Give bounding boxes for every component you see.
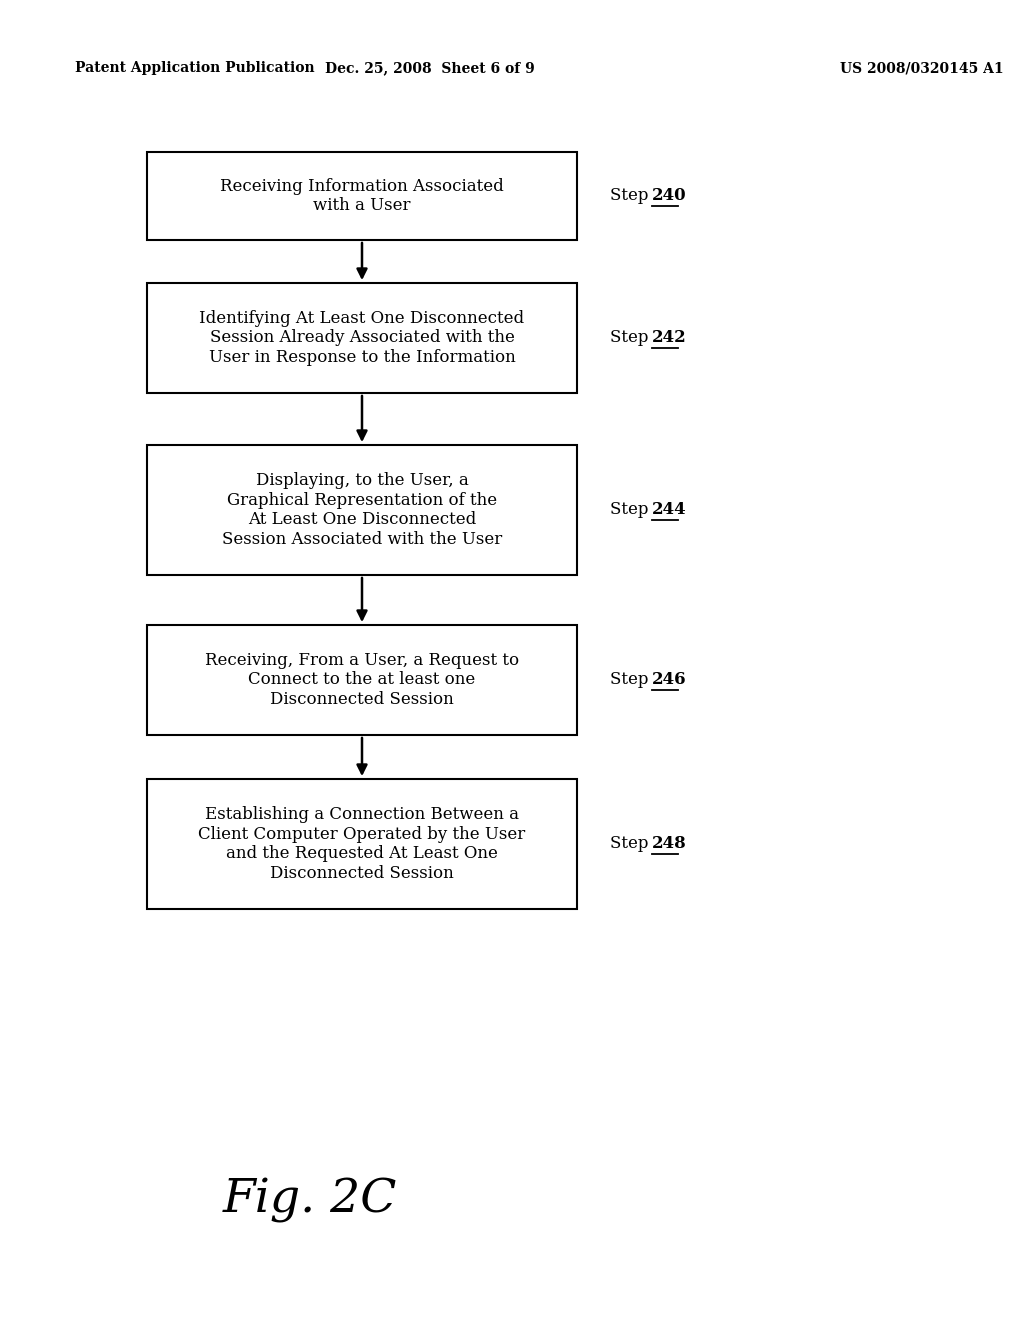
Text: Displaying, to the User, a
Graphical Representation of the
At Least One Disconne: Displaying, to the User, a Graphical Rep… [222,473,502,548]
Text: Step: Step [610,502,653,519]
Text: Establishing a Connection Between a
Client Computer Operated by the User
and the: Establishing a Connection Between a Clie… [199,807,525,882]
Text: Dec. 25, 2008  Sheet 6 of 9: Dec. 25, 2008 Sheet 6 of 9 [326,61,535,75]
Text: 246: 246 [652,672,687,689]
Text: 244: 244 [652,502,687,519]
Text: 248: 248 [652,836,687,853]
Bar [147,152,577,240]
Text: 240: 240 [652,187,687,205]
Text: Step: Step [610,672,653,689]
Bar [147,624,577,735]
Text: 242: 242 [652,330,687,346]
Bar [147,779,577,909]
Text: Step: Step [610,330,653,346]
Text: Receiving Information Associated
with a User: Receiving Information Associated with a … [220,178,504,214]
Text: Identifying At Least One Disconnected
Session Already Associated with the
User i: Identifying At Least One Disconnected Se… [200,310,524,366]
Text: Step: Step [610,187,653,205]
Text: Receiving, From a User, a Request to
Connect to the at least one
Disconnected Se: Receiving, From a User, a Request to Con… [205,652,519,708]
Text: Patent Application Publication: Patent Application Publication [75,61,314,75]
Bar [147,282,577,393]
Text: Fig. 2C: Fig. 2C [223,1177,397,1222]
Text: Step: Step [610,836,653,853]
Bar [147,445,577,576]
Text: US 2008/0320145 A1: US 2008/0320145 A1 [840,61,1004,75]
